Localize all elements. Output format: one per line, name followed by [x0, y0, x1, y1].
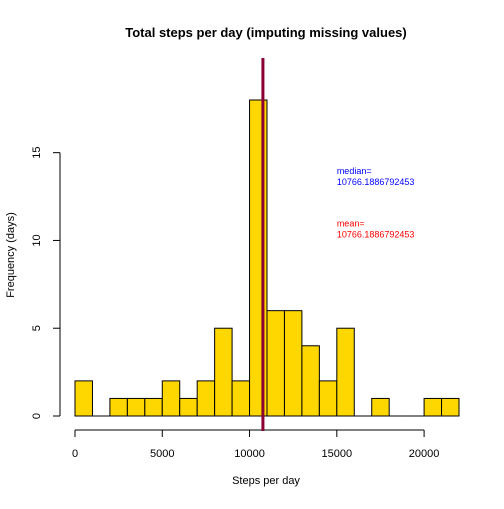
x-axis-label: Steps per day [232, 475, 300, 487]
histogram-bar [371, 397, 390, 417]
histogram-bar [266, 310, 285, 417]
histogram-bar [126, 397, 146, 417]
histogram-bar [423, 397, 443, 417]
histogram-bar [161, 380, 181, 417]
median-annotation-label: median= [337, 166, 372, 176]
x-tick-label: 10000 [234, 448, 265, 460]
histogram-bar [214, 327, 233, 417]
histogram-bar [231, 380, 251, 417]
chart-title: Total steps per day (imputing missing va… [125, 25, 406, 40]
mean-annotation-value: 10766.1886792453 [337, 230, 415, 240]
histogram-bar [74, 380, 93, 417]
x-tick-label: 0 [72, 448, 78, 460]
histogram-bar [318, 380, 338, 417]
x-tick-label: 5000 [150, 448, 174, 460]
histogram-bar [179, 397, 198, 417]
median-annotation-value: 10766.1886792453 [337, 177, 415, 187]
histogram-bar [301, 345, 320, 417]
histogram-bar [109, 397, 128, 417]
mean-annotation: mean= 10766.1886792453 [337, 219, 415, 240]
x-tick-label: 20000 [409, 448, 440, 460]
y-axis-label: Frequency (days) [5, 212, 17, 298]
mean-annotation-label: mean= [337, 219, 365, 229]
y-tick-label: 0 [31, 413, 43, 419]
histogram-bar [441, 397, 460, 417]
x-tick-label: 15000 [322, 448, 353, 460]
y-tick-label: 5 [31, 325, 43, 331]
y-axis: 0 5 10 15 [31, 147, 61, 419]
y-tick-label: 10 [31, 234, 43, 246]
median-annotation: median= 10766.1886792453 [337, 166, 415, 187]
histogram-bar [283, 310, 303, 417]
histogram-bar [196, 380, 216, 417]
histogram-bar [336, 327, 355, 417]
y-tick-label: 15 [31, 147, 43, 159]
histogram-bar [144, 397, 163, 417]
x-axis: 0 5000 10000 15000 20000 [72, 429, 440, 460]
